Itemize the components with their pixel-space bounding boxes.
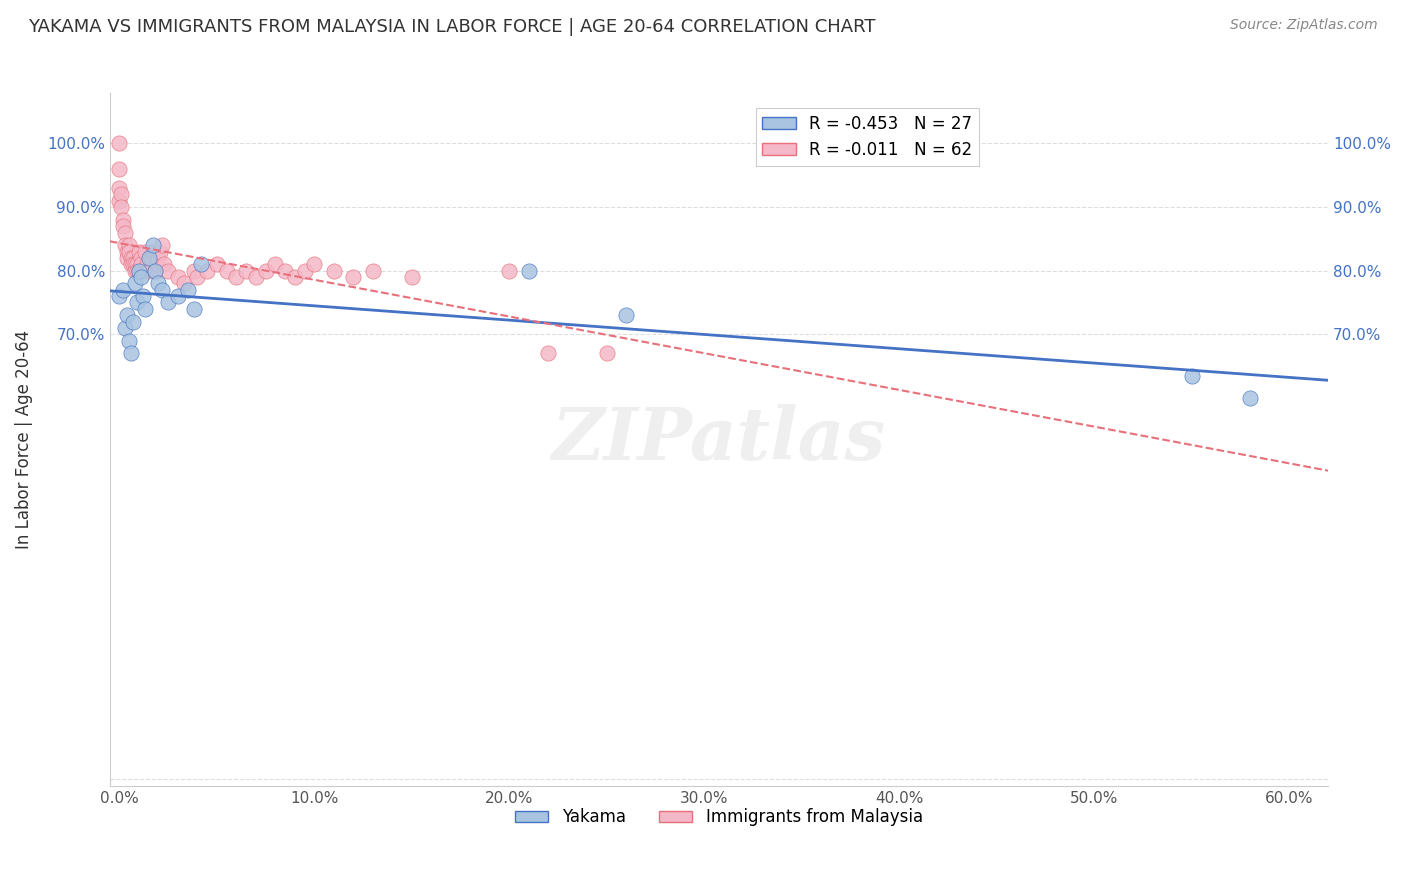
- Point: [342, 270, 364, 285]
- Point: [537, 346, 560, 360]
- Point: [177, 283, 200, 297]
- Point: [112, 283, 135, 297]
- Point: [118, 238, 141, 252]
- Point: [284, 270, 307, 285]
- Point: [108, 194, 131, 208]
- Point: [157, 263, 180, 277]
- Point: [122, 257, 145, 271]
- Point: [205, 257, 228, 271]
- Point: [129, 251, 152, 265]
- Text: ZIPatlas: ZIPatlas: [553, 404, 886, 475]
- Point: [614, 308, 637, 322]
- Point: [596, 346, 619, 360]
- Point: [1181, 368, 1204, 383]
- Point: [304, 257, 326, 271]
- Point: [274, 263, 297, 277]
- Point: [167, 270, 190, 285]
- Point: [129, 270, 152, 285]
- Point: [149, 244, 172, 259]
- Point: [186, 270, 208, 285]
- Point: [117, 244, 139, 259]
- Point: [125, 295, 148, 310]
- Point: [153, 257, 176, 271]
- Point: [117, 251, 139, 265]
- Point: [134, 301, 156, 316]
- Point: [143, 263, 166, 277]
- Point: [254, 263, 277, 277]
- Point: [108, 289, 131, 303]
- Point: [142, 238, 165, 252]
- Point: [114, 321, 136, 335]
- Point: [215, 263, 238, 277]
- Point: [173, 277, 195, 291]
- Point: [148, 277, 170, 291]
- Point: [142, 244, 165, 259]
- Point: [117, 308, 139, 322]
- Point: [1239, 391, 1261, 405]
- Point: [138, 251, 160, 265]
- Point: [128, 263, 150, 277]
- Point: [498, 263, 520, 277]
- Point: [190, 257, 212, 271]
- Point: [124, 257, 146, 271]
- Point: [120, 257, 142, 271]
- Point: [112, 212, 135, 227]
- Point: [264, 257, 287, 271]
- Point: [132, 289, 155, 303]
- Point: [110, 187, 132, 202]
- Point: [122, 251, 145, 265]
- Point: [125, 257, 148, 271]
- Point: [128, 263, 150, 277]
- Point: [114, 226, 136, 240]
- Point: [108, 136, 131, 151]
- Point: [118, 244, 141, 259]
- Point: [124, 263, 146, 277]
- Point: [323, 263, 346, 277]
- Point: [143, 263, 166, 277]
- Point: [118, 334, 141, 348]
- Point: [134, 244, 156, 259]
- Point: [120, 251, 142, 265]
- Text: YAKAMA VS IMMIGRANTS FROM MALAYSIA IN LABOR FORCE | AGE 20-64 CORRELATION CHART: YAKAMA VS IMMIGRANTS FROM MALAYSIA IN LA…: [28, 18, 876, 36]
- Point: [108, 161, 131, 176]
- Point: [150, 283, 173, 297]
- Point: [125, 263, 148, 277]
- Point: [108, 181, 131, 195]
- Point: [135, 257, 157, 271]
- Point: [124, 277, 146, 291]
- Point: [183, 301, 205, 316]
- Point: [183, 263, 205, 277]
- Point: [294, 263, 316, 277]
- Legend: Yakama, Immigrants from Malaysia: Yakama, Immigrants from Malaysia: [509, 802, 929, 833]
- Point: [139, 251, 162, 265]
- Point: [517, 263, 540, 277]
- Point: [110, 200, 132, 214]
- Point: [122, 314, 145, 328]
- Point: [128, 244, 150, 259]
- Point: [148, 251, 170, 265]
- Point: [235, 263, 257, 277]
- Point: [129, 257, 152, 271]
- Point: [132, 263, 155, 277]
- Y-axis label: In Labor Force | Age 20-64: In Labor Force | Age 20-64: [15, 330, 32, 549]
- Point: [167, 289, 190, 303]
- Point: [112, 219, 135, 234]
- Point: [150, 238, 173, 252]
- Point: [157, 295, 180, 310]
- Point: [195, 263, 218, 277]
- Point: [225, 270, 247, 285]
- Point: [114, 238, 136, 252]
- Text: Source: ZipAtlas.com: Source: ZipAtlas.com: [1230, 18, 1378, 32]
- Point: [145, 257, 167, 271]
- Point: [120, 346, 142, 360]
- Point: [138, 263, 160, 277]
- Point: [361, 263, 384, 277]
- Point: [245, 270, 267, 285]
- Point: [401, 270, 423, 285]
